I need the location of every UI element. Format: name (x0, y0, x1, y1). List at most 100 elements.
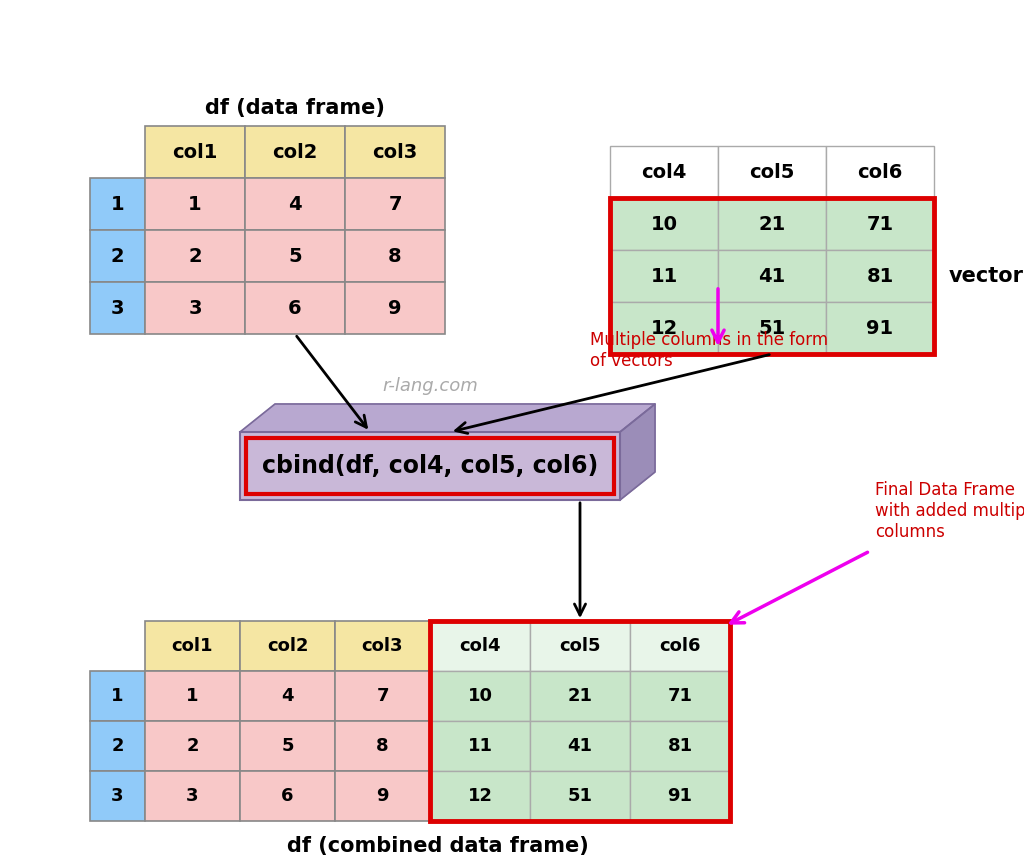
Text: 71: 71 (866, 215, 894, 234)
Text: 9: 9 (388, 299, 401, 318)
Text: 12: 12 (650, 318, 678, 337)
FancyBboxPatch shape (245, 178, 345, 230)
FancyBboxPatch shape (718, 198, 826, 250)
Text: 21: 21 (567, 687, 593, 705)
FancyBboxPatch shape (90, 282, 145, 334)
FancyBboxPatch shape (240, 432, 620, 500)
FancyBboxPatch shape (245, 282, 345, 334)
Text: 11: 11 (468, 737, 493, 755)
FancyBboxPatch shape (826, 146, 934, 198)
FancyBboxPatch shape (145, 671, 240, 721)
FancyBboxPatch shape (345, 126, 445, 178)
FancyBboxPatch shape (530, 621, 630, 671)
Text: Final Data Frame
with added multiple
columns: Final Data Frame with added multiple col… (874, 481, 1024, 541)
Text: 12: 12 (468, 787, 493, 805)
Text: col4: col4 (459, 637, 501, 655)
FancyBboxPatch shape (345, 230, 445, 282)
Text: 1: 1 (111, 194, 124, 213)
FancyBboxPatch shape (430, 621, 530, 671)
Text: vectors: vectors (949, 266, 1024, 286)
FancyBboxPatch shape (145, 282, 245, 334)
FancyBboxPatch shape (610, 146, 718, 198)
FancyBboxPatch shape (335, 621, 430, 671)
Text: 81: 81 (866, 266, 894, 286)
Polygon shape (620, 404, 655, 500)
FancyBboxPatch shape (145, 178, 245, 230)
FancyBboxPatch shape (530, 721, 630, 771)
Polygon shape (240, 404, 655, 432)
Text: 9: 9 (376, 787, 389, 805)
Text: Multiple columns in the form
of vectors: Multiple columns in the form of vectors (590, 331, 828, 370)
FancyBboxPatch shape (718, 302, 826, 354)
Text: 3: 3 (111, 299, 124, 318)
Text: r-lang.com: r-lang.com (382, 377, 478, 395)
Text: col5: col5 (559, 637, 601, 655)
Text: 91: 91 (668, 787, 692, 805)
FancyBboxPatch shape (630, 671, 730, 721)
Text: col4: col4 (641, 163, 687, 181)
Text: 41: 41 (567, 737, 593, 755)
FancyBboxPatch shape (245, 230, 345, 282)
Text: 2: 2 (188, 247, 202, 265)
FancyBboxPatch shape (145, 621, 240, 671)
FancyBboxPatch shape (90, 771, 145, 821)
Text: 4: 4 (282, 687, 294, 705)
Text: 3: 3 (186, 787, 199, 805)
Text: 5: 5 (288, 247, 302, 265)
Text: 2: 2 (112, 737, 124, 755)
FancyBboxPatch shape (335, 671, 430, 721)
Text: 51: 51 (759, 318, 785, 337)
FancyBboxPatch shape (145, 721, 240, 771)
Text: 10: 10 (468, 687, 493, 705)
Text: 51: 51 (567, 787, 593, 805)
FancyBboxPatch shape (530, 771, 630, 821)
FancyBboxPatch shape (345, 282, 445, 334)
FancyBboxPatch shape (335, 721, 430, 771)
FancyBboxPatch shape (345, 178, 445, 230)
Text: cbind(df, col4, col5, col6): cbind(df, col4, col5, col6) (262, 454, 598, 478)
Text: col1: col1 (172, 637, 213, 655)
Text: df (combined data frame): df (combined data frame) (287, 836, 589, 856)
Text: col2: col2 (266, 637, 308, 655)
FancyBboxPatch shape (826, 250, 934, 302)
FancyBboxPatch shape (90, 230, 145, 282)
Text: 5: 5 (282, 737, 294, 755)
FancyBboxPatch shape (90, 671, 145, 721)
Text: 1: 1 (188, 194, 202, 213)
Text: 6: 6 (282, 787, 294, 805)
Text: 1: 1 (112, 687, 124, 705)
FancyBboxPatch shape (240, 621, 335, 671)
Text: 10: 10 (650, 215, 678, 234)
Text: 8: 8 (376, 737, 389, 755)
FancyBboxPatch shape (630, 721, 730, 771)
Text: 7: 7 (376, 687, 389, 705)
FancyBboxPatch shape (145, 771, 240, 821)
FancyBboxPatch shape (630, 771, 730, 821)
Text: col3: col3 (373, 142, 418, 162)
Text: 11: 11 (650, 266, 678, 286)
FancyBboxPatch shape (90, 721, 145, 771)
Text: 41: 41 (759, 266, 785, 286)
Text: col6: col6 (857, 163, 903, 181)
FancyBboxPatch shape (610, 250, 718, 302)
Text: 3: 3 (112, 787, 124, 805)
FancyBboxPatch shape (240, 721, 335, 771)
FancyBboxPatch shape (145, 126, 245, 178)
Text: col3: col3 (361, 637, 403, 655)
Text: 8: 8 (388, 247, 401, 265)
FancyBboxPatch shape (240, 771, 335, 821)
Text: col6: col6 (659, 637, 700, 655)
FancyBboxPatch shape (430, 671, 530, 721)
Text: col5: col5 (750, 163, 795, 181)
Text: 2: 2 (111, 247, 124, 265)
Text: 7: 7 (388, 194, 401, 213)
FancyBboxPatch shape (826, 198, 934, 250)
FancyBboxPatch shape (610, 198, 718, 250)
Text: df (data frame): df (data frame) (205, 98, 385, 118)
FancyBboxPatch shape (90, 178, 145, 230)
FancyBboxPatch shape (826, 302, 934, 354)
Text: 71: 71 (668, 687, 692, 705)
FancyBboxPatch shape (430, 721, 530, 771)
FancyBboxPatch shape (145, 230, 245, 282)
Text: 91: 91 (866, 318, 894, 337)
